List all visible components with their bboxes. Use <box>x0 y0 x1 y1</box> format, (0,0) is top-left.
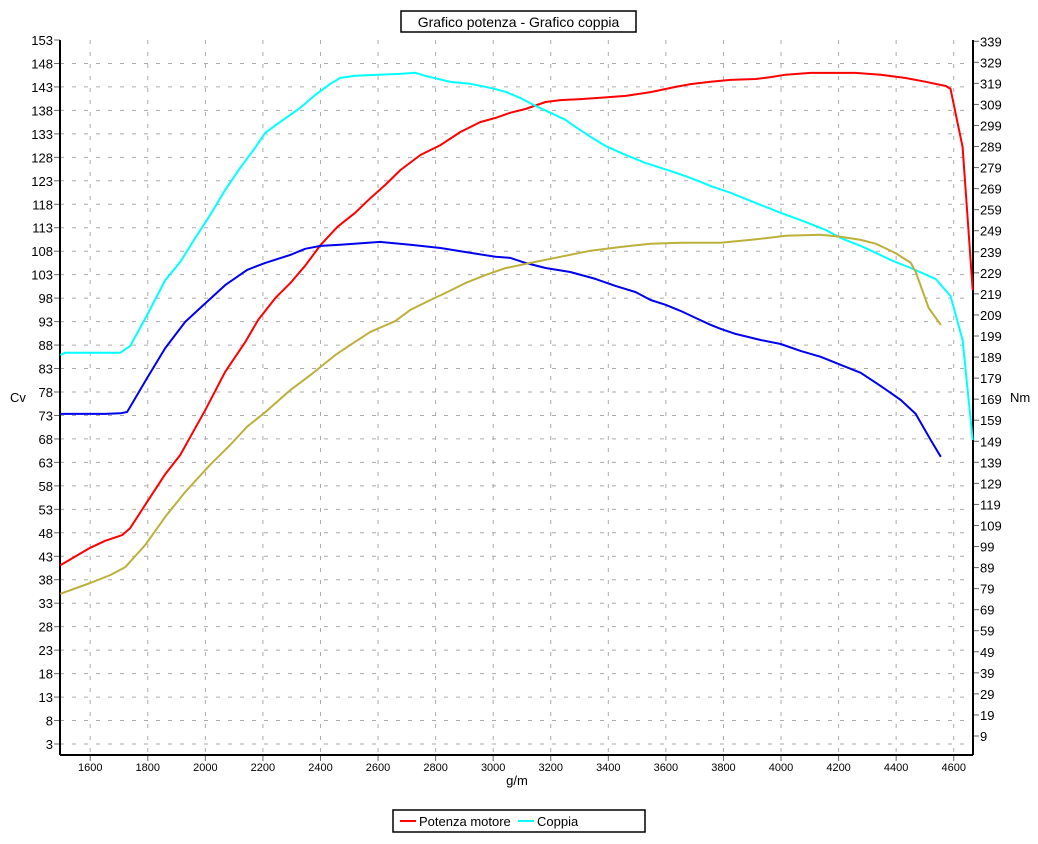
y-left-tick-label: 83 <box>39 362 53 377</box>
x-tick-label: 2400 <box>308 762 332 774</box>
y-left-tick-label: 13 <box>39 690 53 705</box>
y-right-tick-label: 139 <box>980 455 1002 470</box>
series-line-unlabeled-3 <box>59 233 942 595</box>
y-right-tick-label: 99 <box>980 540 994 555</box>
y-right-tick-label: 279 <box>980 161 1002 176</box>
y-left-tick-label: 3 <box>46 737 53 752</box>
x-tick-label: 4000 <box>769 762 793 774</box>
y-right-tick-label: 259 <box>980 203 1002 218</box>
y-left-tick-label: 148 <box>31 56 53 71</box>
y-axis-right-label: Nm <box>1010 390 1030 405</box>
y-right-tick-label: 169 <box>980 392 1002 407</box>
series-line-unlabeled-2 <box>60 240 942 458</box>
y-right-tick-label: 149 <box>980 434 1002 449</box>
y-right-tick-label: 79 <box>980 582 994 597</box>
y-right-tick-label: 249 <box>980 224 1002 239</box>
y-right-tick-label: 29 <box>980 687 994 702</box>
y-right-tick-label: 319 <box>980 76 1002 91</box>
y-left-tick-label: 53 <box>39 502 53 517</box>
y-right-tick-label: 69 <box>980 603 994 618</box>
y-left-tick-label: 78 <box>39 385 53 400</box>
axes: 1600 1800 2000 2200 2400 2600 2800 3000 3200 3400… <box>31 33 1001 774</box>
y-left-tick-label: 113 <box>32 221 53 236</box>
y-right-tick-label: 59 <box>980 624 994 639</box>
title-box: Grafico potenza - Grafico coppia <box>400 10 637 33</box>
y-left-tick-label: 63 <box>39 455 53 470</box>
y-left-tick-label: 38 <box>39 573 53 588</box>
y-left-tick-label: 33 <box>39 596 53 611</box>
y-left-tick-label: 133 <box>31 127 53 142</box>
legend: Potenza motore Coppia <box>392 809 646 833</box>
x-tick-label: 4400 <box>884 762 908 774</box>
series-lines <box>59 71 974 595</box>
series-line-potenza-motore <box>59 71 974 567</box>
y-right-tick-label: 239 <box>980 245 1002 260</box>
x-tick-label: 2000 <box>193 762 217 774</box>
y-left-tick-label: 103 <box>31 268 53 283</box>
y-left-tick-label: 8 <box>46 714 53 729</box>
y-left-tick-label: 23 <box>39 643 53 658</box>
y-right-tick-label: 179 <box>980 371 1002 386</box>
y-left-tick-label: 93 <box>39 315 53 330</box>
y-right-tick-label: 329 <box>980 55 1002 70</box>
y-right-tick-label: 199 <box>980 329 1002 344</box>
x-tick-label: 3400 <box>596 762 620 774</box>
y-left-tick-label: 153 <box>31 33 53 48</box>
y-left-tick-label: 123 <box>31 174 53 189</box>
y-left-tick-label: 138 <box>31 103 53 118</box>
y-right-tick-label: 309 <box>980 97 1002 112</box>
chart-title: Grafico potenza - Grafico coppia <box>418 14 620 30</box>
x-tick-label: 3600 <box>654 762 678 774</box>
y-right-tick-label: 159 <box>980 413 1002 428</box>
y-left-tick-label: 143 <box>31 80 53 95</box>
x-tick-label: 3800 <box>711 762 735 774</box>
y-left-tick-label: 43 <box>39 549 53 564</box>
grid <box>60 40 973 755</box>
y-left-tick-label: 68 <box>39 432 53 447</box>
y-right-tick-label: 49 <box>980 645 994 660</box>
y-right-tick-label: 129 <box>980 476 1002 491</box>
y-right-tick-label: 339 <box>980 34 1002 49</box>
y-left-tick-label: 128 <box>31 150 53 165</box>
x-tick-label: 2200 <box>251 762 275 774</box>
y-right-tick-label: 119 <box>980 497 1001 512</box>
y-right-tick-label: 9 <box>980 729 987 744</box>
legend-label-potenza: Potenza motore <box>419 814 511 829</box>
y-right-tick-label: 39 <box>980 666 994 681</box>
y-left-tick-label: 118 <box>32 197 53 212</box>
y-right-tick-label: 89 <box>980 561 994 576</box>
y-right-tick-label: 209 <box>980 308 1002 323</box>
x-tick-label: 3000 <box>481 762 505 774</box>
y-right-tick-label: 189 <box>980 350 1002 365</box>
y-left-tick-label: 73 <box>39 408 53 423</box>
x-tick-label: 4600 <box>941 762 965 774</box>
y-right-tick-label: 299 <box>980 118 1002 133</box>
y-right-tick-label: 269 <box>980 182 1002 197</box>
y-right-tick-label: 219 <box>980 287 1002 302</box>
y-left-tick-label: 28 <box>39 620 53 635</box>
series-line-coppia <box>59 71 974 441</box>
x-axis-label: g/m <box>506 773 528 788</box>
x-tick-label: 2600 <box>366 762 390 774</box>
legend-label-coppia: Coppia <box>537 814 579 829</box>
y-left-tick-label: 48 <box>39 526 53 541</box>
x-tick-label: 3200 <box>539 762 563 774</box>
y-right-tick-label: 19 <box>980 708 994 723</box>
x-tick-label: 1600 <box>78 762 102 774</box>
y-right-tick-label: 289 <box>980 140 1002 155</box>
y-left-tick-label: 18 <box>39 667 53 682</box>
x-tick-label: 1800 <box>136 762 160 774</box>
y-left-tick-label: 108 <box>31 244 53 259</box>
y-left-tick-label: 88 <box>39 338 53 353</box>
y-right-tick-label: 109 <box>980 518 1002 533</box>
y-axis-left-label: Cv <box>10 390 26 405</box>
x-tick-label: 2800 <box>423 762 447 774</box>
y-left-tick-label: 98 <box>39 291 53 306</box>
x-tick-label: 4200 <box>826 762 850 774</box>
y-right-tick-label: 229 <box>980 266 1002 281</box>
y-left-tick-label: 58 <box>39 479 53 494</box>
